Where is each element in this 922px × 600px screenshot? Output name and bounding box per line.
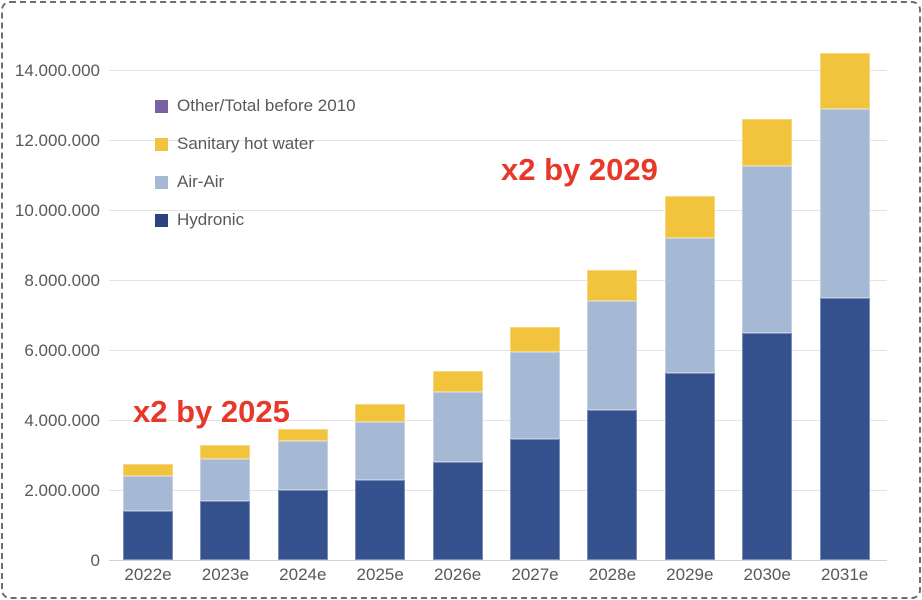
y-tick-label: 12.000.000: [14, 131, 100, 150]
bar-segment-air-air: [277, 441, 328, 490]
bar-segment-sanitary-hot-water: [277, 428, 328, 441]
bar-segment-hydronic: [664, 372, 715, 560]
bar-2022e: [123, 463, 173, 560]
legend-swatch-icon: [155, 99, 168, 113]
bar-segment-hydronic: [819, 297, 870, 560]
bar-segment-sanitary-hot-water: [587, 269, 638, 301]
bar-segment-air-air: [664, 238, 715, 373]
bar-2025e: [355, 404, 406, 560]
y-tick-label: 6.000.000: [24, 341, 100, 360]
x-tick-label: 2031e: [820, 565, 869, 584]
bar-2030e: [742, 119, 793, 560]
bar-segment-hydronic: [277, 490, 328, 560]
bar-2027e: [510, 327, 560, 560]
x-axis-labels: 2022e 2023e 2024e 2025e 2026e 2027e 2028e 2029e…: [109, 565, 887, 589]
y-tick-label: 8.000.000: [24, 271, 100, 290]
legend-label: Other/Total before 2010: [177, 96, 356, 115]
bar-segment-sanitary-hot-water: [432, 371, 483, 392]
legend-swatch-icon: [155, 137, 168, 151]
legend-label: Air-Air: [177, 172, 225, 191]
bar-segment-hydronic: [587, 409, 638, 560]
bar-segment-sanitary-hot-water: [819, 52, 870, 109]
gridline: [109, 420, 887, 421]
bar-segment-hydronic: [123, 511, 173, 560]
x-tick-label: 2027e: [511, 565, 559, 584]
x-tick-label: 2025e: [356, 565, 404, 584]
gridline: [109, 490, 887, 491]
legend-swatch-icon: [155, 213, 168, 227]
bar-segment-hydronic: [510, 439, 560, 560]
bar-segment-sanitary-hot-water: [742, 119, 793, 167]
legend-label: Hydronic: [177, 210, 245, 229]
bar-2026e: [432, 371, 483, 560]
x-tick-label: 2029e: [666, 565, 714, 584]
bar-segment-air-air: [200, 458, 251, 501]
bar-segment-hydronic: [355, 479, 406, 560]
y-axis-labels: 0 2.000.000 4.000.000 6.000.000 8.000.000 10.…: [9, 36, 100, 570]
y-tick-label: 14.000.000: [14, 61, 100, 80]
bar-segment-air-air: [510, 351, 560, 440]
bar-segment-air-air: [123, 476, 173, 511]
bar-2028e: [587, 269, 638, 560]
y-tick-label: 2.000.000: [24, 481, 100, 500]
bar-segment-air-air: [819, 108, 870, 298]
x-tick-label: 2023e: [201, 565, 250, 584]
legend-item: Air-Air: [155, 163, 356, 201]
bar-segment-sanitary-hot-water: [200, 444, 251, 459]
bar-segment-sanitary-hot-water: [123, 463, 173, 476]
legend-item: Hydronic: [155, 201, 356, 239]
annotation-text: x2 by 2025: [133, 394, 290, 429]
x-tick-label: 2024e: [279, 565, 327, 584]
bar-segment-air-air: [587, 301, 638, 410]
annotation-text: x2 by 2029: [501, 152, 658, 187]
bar-2024e: [277, 428, 328, 560]
bar-2029e: [664, 196, 715, 560]
x-axis-line: [109, 560, 887, 561]
y-tick-label: 4.000.000: [24, 411, 100, 430]
bar-2023e: [200, 444, 251, 560]
gridline: [109, 140, 887, 141]
plot-area: [109, 36, 887, 561]
x-tick-label: 2030e: [743, 565, 791, 584]
bar-segment-air-air: [742, 166, 793, 333]
bar-2031e: [819, 52, 870, 560]
bar-segment-sanitary-hot-water: [510, 327, 560, 352]
x-tick-label: 2026e: [433, 565, 482, 584]
bar-segment-sanitary-hot-water: [355, 404, 406, 422]
gridline: [109, 70, 887, 71]
y-tick-label: 10.000.000: [14, 201, 100, 220]
gridline: [109, 350, 887, 351]
legend-item: Other/Total before 2010: [155, 87, 356, 125]
bar-segment-hydronic: [742, 332, 793, 560]
legend: Other/Total before 2010 Sanitary hot wate…: [155, 87, 356, 239]
legend-item: Sanitary hot water: [155, 125, 356, 163]
x-tick-label: 2028e: [588, 565, 637, 584]
bar-segment-sanitary-hot-water: [664, 196, 715, 238]
y-tick-label: 0: [90, 551, 100, 570]
legend-swatch-icon: [155, 175, 168, 189]
x-tick-label: 2022e: [124, 565, 172, 584]
bar-segment-hydronic: [200, 500, 251, 560]
gridline: [109, 280, 887, 281]
bar-segment-air-air: [432, 392, 483, 462]
bar-segment-hydronic: [432, 462, 483, 560]
gridline: [109, 210, 887, 211]
legend-label: Sanitary hot water: [177, 134, 315, 153]
bar-segment-air-air: [355, 421, 406, 480]
